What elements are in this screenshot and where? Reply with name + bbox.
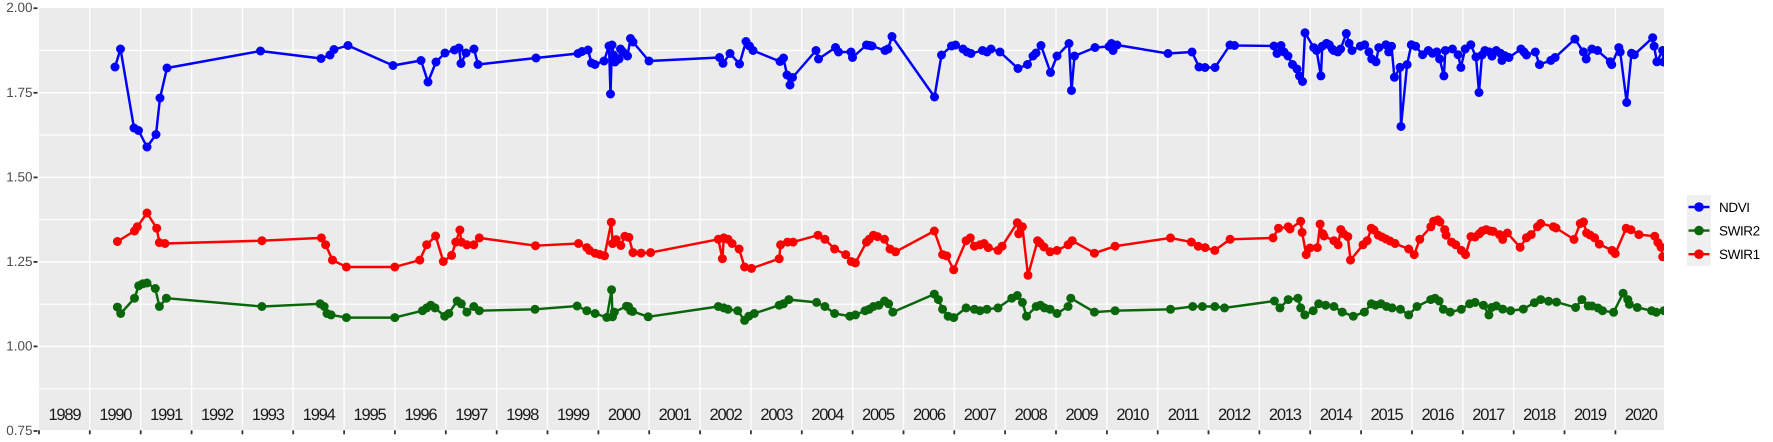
- svg-text:2011: 2011: [1168, 406, 1200, 424]
- svg-text:2018: 2018: [1523, 406, 1556, 424]
- svg-text:2015: 2015: [1371, 406, 1404, 424]
- svg-text:2006: 2006: [913, 406, 946, 424]
- svg-text:SWIR2: SWIR2: [1719, 223, 1760, 238]
- svg-text:1989: 1989: [48, 406, 81, 424]
- svg-text:1998: 1998: [506, 406, 539, 424]
- svg-text:2010: 2010: [1116, 406, 1149, 424]
- svg-text:2016: 2016: [1421, 406, 1454, 424]
- svg-text:1993: 1993: [252, 406, 285, 424]
- svg-text:1994: 1994: [303, 406, 336, 424]
- svg-text:2020: 2020: [1625, 406, 1658, 424]
- svg-text:2002: 2002: [710, 406, 743, 424]
- svg-text:1996: 1996: [404, 406, 437, 424]
- svg-text:2008: 2008: [1015, 406, 1048, 424]
- svg-text:1.25: 1.25: [6, 254, 32, 269]
- svg-text:1990: 1990: [99, 406, 132, 424]
- svg-text:2019: 2019: [1574, 406, 1607, 424]
- svg-text:2000: 2000: [608, 406, 641, 424]
- svg-text:2013: 2013: [1269, 406, 1302, 424]
- svg-text:2003: 2003: [760, 406, 793, 424]
- svg-text:1.00: 1.00: [6, 338, 32, 353]
- svg-text:1997: 1997: [455, 406, 488, 424]
- svg-text:SWIR1: SWIR1: [1719, 247, 1760, 262]
- svg-text:1991: 1991: [150, 406, 183, 424]
- svg-text:2007: 2007: [964, 406, 997, 424]
- svg-text:1.75: 1.75: [6, 85, 32, 100]
- svg-text:1992: 1992: [201, 406, 234, 424]
- svg-text:1995: 1995: [354, 406, 387, 424]
- svg-text:2.00: 2.00: [6, 0, 32, 15]
- svg-text:NDVI: NDVI: [1719, 200, 1750, 215]
- svg-text:2012: 2012: [1218, 406, 1251, 424]
- svg-text:2009: 2009: [1065, 406, 1098, 424]
- svg-text:2005: 2005: [862, 406, 895, 424]
- svg-text:0.75: 0.75: [6, 423, 32, 438]
- svg-text:2014: 2014: [1320, 406, 1353, 424]
- svg-text:1999: 1999: [557, 406, 590, 424]
- svg-text:2001: 2001: [659, 406, 692, 424]
- svg-text:2004: 2004: [811, 406, 844, 424]
- svg-text:2017: 2017: [1472, 406, 1505, 424]
- svg-text:1.50: 1.50: [6, 169, 32, 184]
